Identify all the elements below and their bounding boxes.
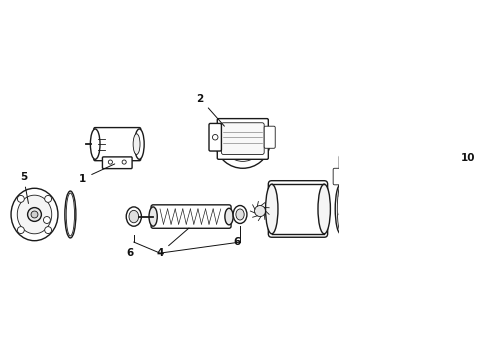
Circle shape — [213, 135, 218, 140]
Circle shape — [432, 170, 445, 184]
Ellipse shape — [133, 134, 140, 154]
Ellipse shape — [17, 195, 52, 234]
Circle shape — [486, 226, 490, 233]
Circle shape — [471, 191, 478, 198]
Text: 3: 3 — [0, 359, 1, 360]
Circle shape — [461, 179, 469, 188]
Circle shape — [17, 195, 24, 202]
Ellipse shape — [149, 207, 157, 226]
FancyBboxPatch shape — [396, 194, 416, 239]
Ellipse shape — [11, 188, 58, 241]
Ellipse shape — [236, 209, 244, 220]
Circle shape — [426, 164, 451, 189]
Circle shape — [44, 217, 50, 224]
Text: 6: 6 — [234, 237, 241, 247]
Ellipse shape — [337, 186, 344, 232]
Text: 8: 8 — [0, 359, 1, 360]
FancyBboxPatch shape — [221, 123, 264, 154]
Circle shape — [486, 179, 490, 186]
Ellipse shape — [129, 210, 139, 223]
Ellipse shape — [468, 179, 490, 234]
Text: 9: 9 — [0, 359, 1, 360]
Circle shape — [480, 197, 490, 216]
Ellipse shape — [233, 206, 247, 224]
FancyBboxPatch shape — [269, 181, 328, 237]
Ellipse shape — [377, 203, 382, 215]
Text: 1: 1 — [79, 164, 115, 184]
Ellipse shape — [347, 166, 363, 187]
FancyBboxPatch shape — [333, 168, 344, 185]
Circle shape — [45, 227, 51, 234]
FancyBboxPatch shape — [102, 157, 132, 168]
Text: 2: 2 — [196, 94, 224, 126]
Circle shape — [435, 173, 442, 180]
FancyBboxPatch shape — [209, 123, 221, 151]
Ellipse shape — [474, 185, 490, 227]
FancyBboxPatch shape — [366, 168, 377, 185]
Ellipse shape — [135, 129, 144, 159]
Text: 10: 10 — [461, 153, 475, 163]
Circle shape — [385, 206, 391, 212]
Text: 5: 5 — [20, 172, 28, 203]
Ellipse shape — [90, 129, 100, 159]
Text: 4: 4 — [156, 228, 189, 258]
FancyBboxPatch shape — [151, 205, 231, 228]
Text: 6: 6 — [127, 248, 134, 258]
FancyBboxPatch shape — [217, 118, 269, 159]
FancyBboxPatch shape — [458, 172, 472, 194]
Circle shape — [31, 211, 38, 218]
Ellipse shape — [225, 208, 233, 225]
Circle shape — [403, 214, 409, 219]
FancyBboxPatch shape — [340, 155, 371, 198]
Circle shape — [399, 210, 413, 224]
FancyBboxPatch shape — [264, 126, 275, 148]
Circle shape — [485, 201, 490, 211]
Circle shape — [108, 160, 112, 164]
Text: 7: 7 — [0, 359, 1, 360]
Circle shape — [122, 160, 126, 164]
Circle shape — [471, 215, 478, 221]
Circle shape — [254, 206, 266, 217]
Circle shape — [27, 208, 41, 221]
Circle shape — [45, 195, 51, 202]
Ellipse shape — [318, 184, 330, 234]
Ellipse shape — [266, 184, 278, 234]
Ellipse shape — [126, 207, 142, 226]
Circle shape — [17, 227, 24, 234]
FancyBboxPatch shape — [94, 127, 141, 161]
Ellipse shape — [66, 193, 74, 236]
